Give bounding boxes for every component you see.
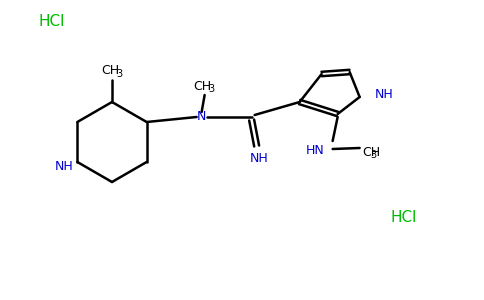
Text: 3: 3 [116, 69, 122, 79]
Text: HCl: HCl [390, 211, 416, 226]
Text: HN: HN [306, 143, 325, 157]
Text: CH: CH [194, 80, 212, 92]
Text: N: N [197, 110, 206, 124]
Text: NH: NH [249, 152, 268, 164]
Text: CH: CH [363, 146, 381, 158]
Text: NH: NH [55, 160, 74, 172]
Text: NH: NH [375, 88, 393, 101]
Text: HCl: HCl [38, 14, 64, 29]
Text: 3: 3 [209, 84, 215, 94]
Text: 3: 3 [371, 150, 377, 160]
Text: CH: CH [101, 64, 119, 77]
